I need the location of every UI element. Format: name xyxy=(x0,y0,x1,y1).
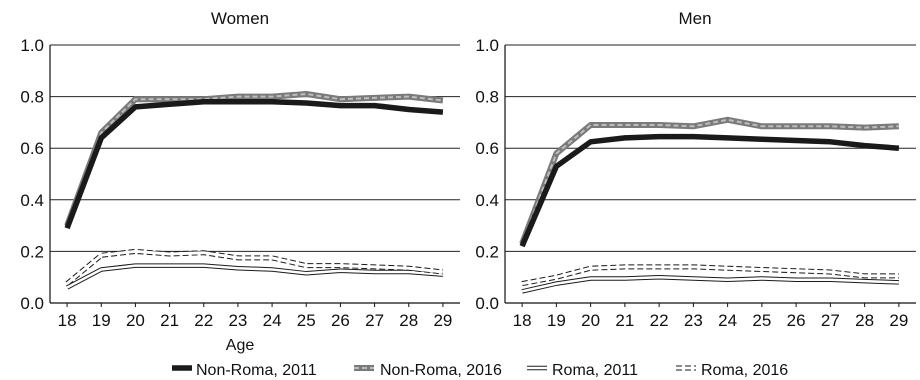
x-axis-label: Age xyxy=(226,337,255,354)
legend-item-non-roma-2016: Non-Roma, 2016 xyxy=(354,362,502,379)
series-roma-2016 xyxy=(65,248,444,286)
x-tick-label: 29 xyxy=(433,311,452,330)
x-tick-labels: 18 19 20 21 22 23 24 25 26 27 28 29 xyxy=(513,303,908,330)
x-tick-label: 22 xyxy=(650,311,669,330)
y-tick-labels: 0.0 0.2 0.4 0.6 0.8 1.0 xyxy=(20,36,44,313)
series-non-roma-2016 xyxy=(519,116,900,245)
y-tick-label: 0.0 xyxy=(20,294,44,313)
series-roma-2011 xyxy=(66,263,444,290)
y-tick-label: 1.0 xyxy=(475,36,499,55)
y-tick-label: 1.0 xyxy=(20,36,44,55)
legend-item-non-roma-2011: Non-Roma, 2011 xyxy=(172,362,317,379)
series-line-inner xyxy=(66,249,444,285)
legend-item-roma-2011: Roma, 2011 xyxy=(527,362,638,379)
series-non-roma-2011 xyxy=(519,133,900,248)
series-line-inner xyxy=(66,264,443,289)
legend-label: Roma, 2016 xyxy=(701,362,788,379)
x-tick-label: 24 xyxy=(718,311,737,330)
y-tick-label: 0.4 xyxy=(20,191,44,210)
y-tick-label: 0.0 xyxy=(475,294,499,313)
panel-men: Men 0.0 0.2 0.4 0.6 0.8 1.0 18 19 20 21 22 23 24 25 2… xyxy=(475,9,916,330)
x-tick-label: 19 xyxy=(547,311,566,330)
y-tick-label: 0.8 xyxy=(20,88,44,107)
x-tick-label: 23 xyxy=(684,311,703,330)
series-roma-2016 xyxy=(521,264,899,287)
chart-title: Men xyxy=(678,9,711,28)
series-line xyxy=(64,91,444,227)
y-tick-labels: 0.0 0.2 0.4 0.6 0.8 1.0 xyxy=(475,36,499,313)
x-tick-label: 25 xyxy=(297,311,316,330)
series-lines xyxy=(519,116,900,294)
series-line-inner xyxy=(521,275,899,293)
legend-label: Non-Roma, 2016 xyxy=(380,362,502,379)
series-line-inner xyxy=(521,265,899,286)
chart-title: Women xyxy=(211,9,269,28)
x-tick-label: 27 xyxy=(821,311,840,330)
legend: Non-Roma, 2011 Non-Roma, 2016 Roma, 2011… xyxy=(172,362,788,379)
x-tick-labels: 18 19 20 21 22 23 24 25 26 27 28 29 xyxy=(58,303,452,330)
gridlines xyxy=(504,44,916,304)
x-tick-label: 20 xyxy=(581,311,600,330)
y-tick-label: 0.8 xyxy=(475,88,499,107)
x-tick-label: 20 xyxy=(126,311,145,330)
series-non-roma-2016 xyxy=(64,91,444,227)
y-tick-label: 0.6 xyxy=(20,139,44,158)
x-tick-label: 26 xyxy=(787,311,806,330)
x-tick-label: 25 xyxy=(752,311,771,330)
series-line-inner xyxy=(66,93,444,226)
x-tick-label: 19 xyxy=(92,311,111,330)
y-tick-label: 0.6 xyxy=(475,139,499,158)
legend-label: Non-Roma, 2011 xyxy=(196,362,317,379)
x-tick-label: 27 xyxy=(365,311,384,330)
series-non-roma-2011 xyxy=(64,99,444,230)
x-tick-label: 22 xyxy=(194,311,213,330)
series-line xyxy=(519,133,900,248)
x-tick-label: 26 xyxy=(331,311,350,330)
panel-women: Women 0.0 0.2 0.4 0.6 0.8 1.0 18 19 20 21 22 23 24 2… xyxy=(20,9,460,354)
gridlines xyxy=(49,44,460,304)
x-tick-label: 21 xyxy=(615,311,634,330)
series-lines xyxy=(64,91,444,290)
series-roma-2011 xyxy=(521,274,899,294)
y-tick-label: 0.4 xyxy=(475,191,499,210)
series-line-inner xyxy=(521,118,899,245)
y-tick-label: 0.2 xyxy=(475,242,499,261)
x-tick-label: 21 xyxy=(160,311,179,330)
y-tick-label: 0.2 xyxy=(20,242,44,261)
x-tick-label: 23 xyxy=(228,311,247,330)
x-tick-label: 18 xyxy=(58,311,77,330)
x-tick-label: 18 xyxy=(513,311,532,330)
x-tick-label: 28 xyxy=(399,311,418,330)
legend-item-roma-2016: Roma, 2016 xyxy=(676,362,788,379)
x-tick-label: 24 xyxy=(263,311,282,330)
x-tick-label: 29 xyxy=(889,311,908,330)
series-line xyxy=(64,99,444,230)
legend-label: Roma, 2011 xyxy=(552,362,638,379)
x-tick-label: 28 xyxy=(855,311,874,330)
